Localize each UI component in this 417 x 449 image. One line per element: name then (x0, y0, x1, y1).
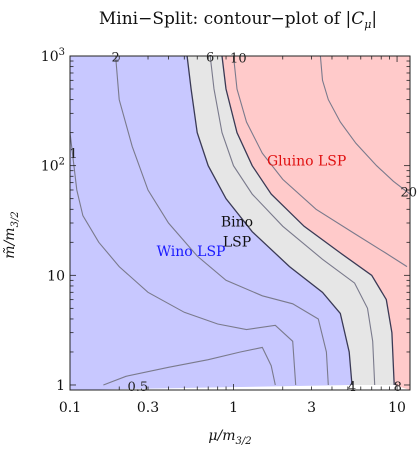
region-label: Gluino LSP (267, 154, 346, 170)
contour-line-20 (319, 56, 410, 195)
x-tick-label: 0.1 (59, 400, 81, 416)
contour-lines (70, 56, 410, 386)
region-label: Wino LSP (157, 244, 226, 260)
contour-line-8 (221, 56, 395, 386)
contour-line-0-5 (103, 346, 276, 386)
y-tick-label: 103 (41, 47, 65, 65)
y-tick-label: 10 (47, 268, 65, 284)
region-label: Bino (221, 214, 253, 230)
contour-line-4 (186, 56, 353, 386)
x-tick-label: 1 (229, 400, 238, 416)
contour-label-1: 1 (69, 147, 77, 162)
contour-label-4: 4 (348, 380, 356, 395)
region-bino (187, 56, 395, 385)
plot-area: 0.1 0.3 1 3 10 1 10 102 103 0.5 1 2 4 6 8 10 20 Wino LSP B… (41, 47, 417, 416)
region-wino (70, 56, 352, 390)
chart-title: Mini−Split: contour−plot of |Cμ| (99, 9, 377, 31)
contour-label-2: 2 (111, 50, 119, 65)
contour-label-0-5: 0.5 (128, 380, 149, 395)
contour-line-1 (70, 132, 297, 386)
x-tick-label: 3 (307, 400, 316, 416)
region-label-line2: LSP (223, 234, 251, 250)
region-gluino (222, 56, 410, 390)
x-tick-label: 10 (388, 400, 406, 416)
y-axis-label: m̃/m3/2 (2, 211, 21, 258)
y-tick-label: 102 (41, 157, 65, 175)
contour-label-6: 6 (206, 50, 214, 65)
contour-line-10 (232, 56, 408, 268)
contour-labels: 0.5 1 2 4 6 8 10 20 (69, 50, 417, 394)
region-labels: Wino LSP Bino LSP Gluino LSP (157, 154, 347, 260)
region-fills (70, 56, 410, 390)
contour-line-2 (115, 56, 329, 386)
contour-label-8: 8 (394, 380, 402, 395)
y-tick-label: 1 (56, 378, 65, 394)
x-tick-label: 0.3 (137, 400, 159, 416)
contour-line-6 (209, 56, 376, 386)
x-axis-label: μ/m3/2 (208, 428, 251, 447)
contour-label-10: 10 (230, 51, 247, 66)
contour-label-20: 20 (401, 186, 417, 201)
